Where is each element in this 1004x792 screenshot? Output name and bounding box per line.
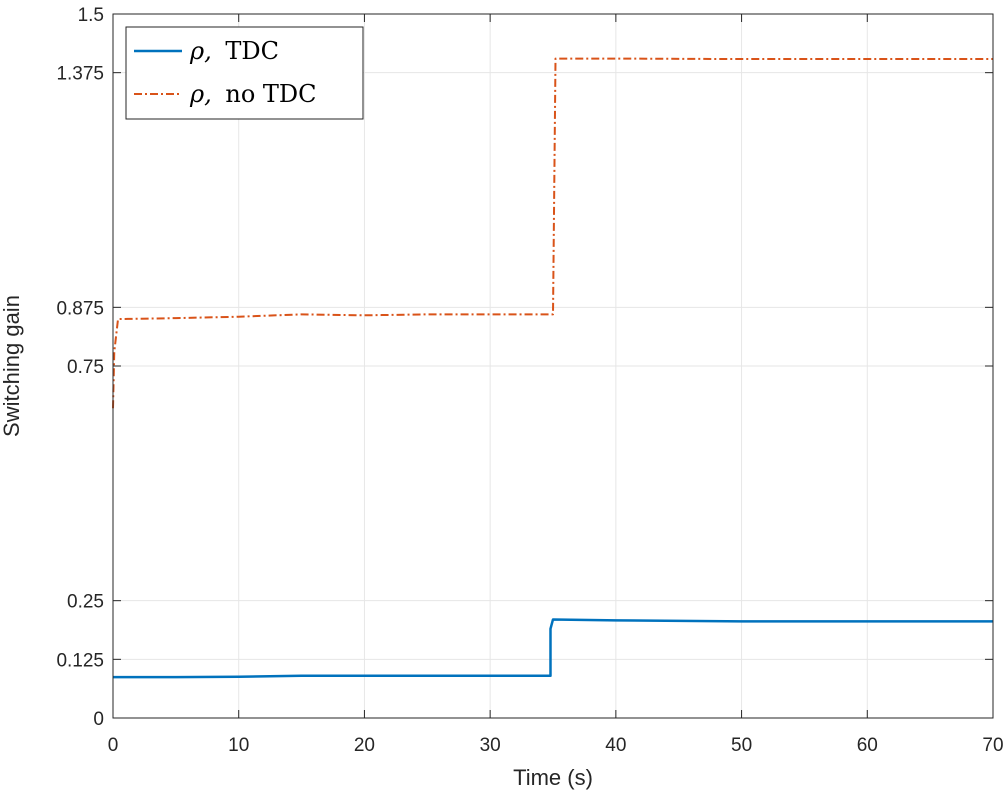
legend-box (125, 26, 364, 120)
series-line-tdc (113, 618, 993, 679)
legend-name-no-tdc: no TDC (225, 80, 316, 108)
x-tick-label: 20 (354, 735, 375, 756)
x-tick-labels: 0 10 20 30 40 50 60 70 (108, 735, 1004, 756)
x-tick-label: 30 (480, 735, 501, 756)
y-tick-labels: 0 0.125 0.25 0.75 0.875 1.375 1.5 (56, 5, 104, 730)
x-tick-label: 10 (228, 735, 249, 756)
ticks (112, 13, 994, 719)
x-tick-label: 0 (108, 735, 119, 756)
legend-symbol-no-tdc: ρ, (189, 80, 212, 108)
y-tick-label: 1.375 (56, 64, 104, 85)
y-axis-label: Switching gain (0, 295, 24, 437)
x-tick-label: 60 (857, 735, 878, 756)
x-tick-label: 40 (605, 735, 626, 756)
legend: ρ, TDC ρ, no TDC (125, 26, 364, 120)
y-tick-label: 0.125 (56, 650, 104, 671)
y-tick-label: 0.75 (67, 357, 104, 378)
legend-label-no-tdc: ρ, no TDC (189, 80, 317, 108)
y-tick-label: 0 (93, 709, 104, 730)
y-tick-label: 0.875 (56, 298, 104, 319)
x-tick-label: 50 (731, 735, 752, 756)
y-tick-label: 1.5 (78, 5, 104, 26)
series-layer (112, 57, 993, 679)
legend-label-tdc: ρ, TDC (189, 37, 279, 65)
legend-symbol-tdc: ρ, (189, 37, 212, 65)
x-tick-label: 70 (982, 735, 1003, 756)
x-axis-label: Time (s) (513, 765, 593, 790)
legend-name-tdc: TDC (225, 37, 279, 65)
series-line-no-tdc (112, 57, 993, 409)
y-tick-label: 0.25 (67, 592, 104, 613)
